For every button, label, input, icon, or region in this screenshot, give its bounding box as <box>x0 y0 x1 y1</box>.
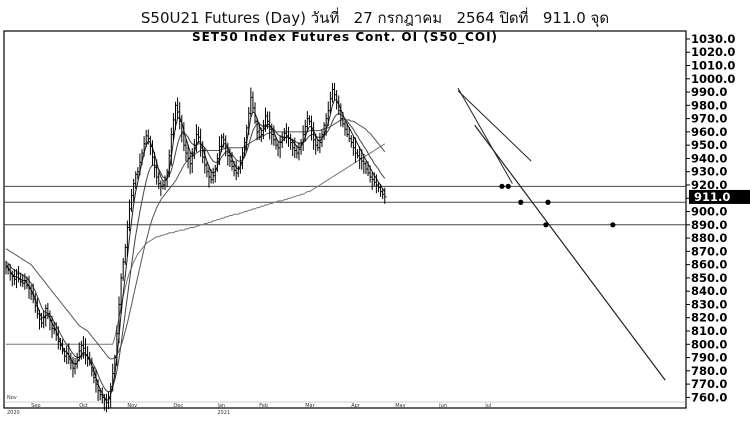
level-marker <box>545 199 551 205</box>
x-month-label: May <box>395 403 405 409</box>
y-tick-label: 960.0 <box>691 125 727 139</box>
y-tick-label: 1000.0 <box>691 72 735 86</box>
y-tick-label: 950.0 <box>691 138 727 152</box>
x-year-label: 2020 <box>7 410 20 416</box>
y-tick-label: 810.0 <box>691 324 727 338</box>
y-tick-label: 780.0 <box>691 364 727 378</box>
x-month-label: Mar <box>305 403 315 409</box>
x-month-label: Jun <box>438 403 447 409</box>
y-tick-label: 930.0 <box>691 165 727 179</box>
plot-frame <box>3 30 687 409</box>
projection-line <box>474 124 666 381</box>
y-tick-label: 1010.0 <box>691 59 735 73</box>
y-tick-label: 820.0 <box>691 311 727 325</box>
level-marker <box>518 199 524 205</box>
chart-headline: S50U21 Futures (Day) วันที่ 27 กรกฎาคม 2… <box>140 9 610 27</box>
x-year-label: Nov <box>7 395 17 401</box>
y-tick-label: 790.0 <box>691 351 727 365</box>
x-month-label: Jan <box>216 403 225 409</box>
y-tick-label: 920.0 <box>691 178 727 192</box>
y-tick-label: 1020.0 <box>691 45 735 59</box>
level-marker <box>543 222 549 228</box>
y-tick-label: 840.0 <box>691 284 727 298</box>
x-month-label: Dec <box>173 403 183 409</box>
y-tick-label: 1030.0 <box>691 32 735 46</box>
level-marker <box>610 222 616 228</box>
chart-title: SET50 Index Futures Cont. OI (S50_COI) <box>192 30 498 45</box>
y-tick-label: 900.0 <box>691 205 727 219</box>
x-month-label: Oct <box>79 403 88 409</box>
x-month-label: Apr <box>351 403 361 409</box>
y-tick-label: 970.0 <box>691 112 727 126</box>
y-tick-label: 770.0 <box>691 377 727 391</box>
x-year-label: 2021 <box>217 410 230 416</box>
y-tick-label: 870.0 <box>691 244 727 258</box>
ma-long-line <box>5 119 386 360</box>
y-tick-label: 980.0 <box>691 98 727 112</box>
level-marker <box>499 183 505 189</box>
ma-200-line <box>6 143 386 345</box>
last-price-tag <box>689 189 750 204</box>
y-tick-label: 990.0 <box>691 85 727 99</box>
y-tick-label: 830.0 <box>691 297 727 311</box>
x-month-label: Jul <box>484 403 491 409</box>
y-tick-label: 860.0 <box>691 258 727 272</box>
y-tick-label: 890.0 <box>691 218 727 232</box>
x-month-label: Nov <box>127 403 137 409</box>
downtrend-line <box>457 87 513 184</box>
y-tick-label: 800.0 <box>691 337 727 351</box>
level-marker <box>505 183 511 189</box>
x-month-label: Sep <box>31 403 40 409</box>
channel-line <box>457 90 532 162</box>
y-tick-label: 850.0 <box>691 271 727 285</box>
x-month-label: Feb <box>259 403 268 409</box>
y-tick-label: 760.0 <box>691 390 727 404</box>
y-tick-label: 940.0 <box>691 151 727 165</box>
last-price-label: 911.0 <box>694 190 730 204</box>
y-tick-label: 880.0 <box>691 231 727 245</box>
